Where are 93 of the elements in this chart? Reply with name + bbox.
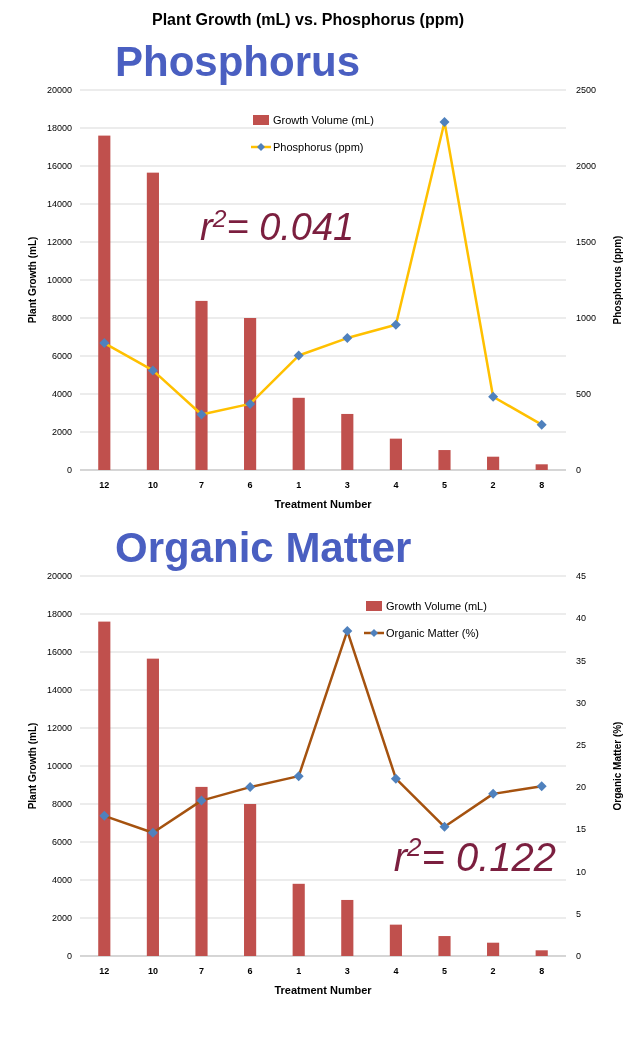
x-tick-label: 12 — [99, 966, 110, 976]
y-tick-label: 20000 — [46, 85, 72, 96]
y-tick-label: 8000 — [51, 313, 72, 324]
y-tick-label: 16000 — [46, 647, 72, 658]
x-tick-label: 10 — [147, 966, 158, 976]
bar — [535, 464, 548, 470]
y2-tick-label: 1000 — [576, 313, 597, 324]
x-tick-label: 5 — [441, 966, 448, 976]
y-tick-label: 20000 — [46, 571, 72, 582]
bar — [341, 899, 354, 956]
y2-tick-label: 0 — [576, 951, 582, 962]
y2-axis-title: Organic Matter (%) — [612, 721, 623, 811]
legend-label: Growth Volume (mL) — [386, 599, 487, 612]
bar — [535, 950, 548, 956]
bar — [389, 924, 402, 956]
y-tick-label: 14000 — [46, 199, 72, 210]
y-tick-label: 16000 — [46, 161, 72, 172]
bar — [438, 450, 451, 470]
x-tick-label: 2 — [490, 966, 496, 976]
y-tick-label: 2000 — [51, 913, 72, 924]
x-tick-label: 3 — [344, 480, 350, 490]
chart-subtitle: Organic Matter — [115, 524, 412, 571]
y2-tick-label: 500 — [576, 389, 592, 400]
y-tick-label: 12000 — [46, 723, 72, 734]
y2-tick-label: 0 — [576, 465, 582, 476]
bar — [438, 936, 451, 956]
bar — [146, 658, 159, 956]
annotation: r$^{2}$= 0.041 — [200, 204, 355, 248]
x-axis-title: Treatment Number — [274, 984, 373, 996]
chart-title: Plant Growth (mL) vs. Phosphorus (ppm) — [152, 11, 464, 28]
x-tick-label: 2 — [490, 480, 496, 490]
bar — [146, 172, 159, 470]
bar — [98, 621, 111, 956]
legend-label: Growth Volume (mL) — [273, 113, 374, 126]
legend-label: Organic Matter (%) — [386, 626, 479, 639]
y-axis-title: Plant Growth (mL) — [27, 236, 38, 324]
x-tick-label: 7 — [198, 966, 205, 976]
y2-tick-label: 2000 — [576, 161, 597, 172]
y2-tick-label: 45 — [576, 571, 587, 582]
y-axis-title: Plant Growth (mL) — [27, 722, 38, 810]
bar — [292, 397, 305, 470]
y-tick-label: 2000 — [51, 427, 72, 438]
y-tick-label: 18000 — [46, 609, 72, 620]
y2-tick-label: 20 — [576, 782, 587, 793]
y-tick-label: 0 — [66, 951, 72, 962]
chart-subtitle: Phosphorus — [115, 38, 361, 85]
y-tick-label: 10000 — [46, 275, 72, 286]
y-tick-label: 8000 — [51, 799, 72, 810]
x-tick-label: 8 — [539, 966, 545, 976]
bar — [244, 804, 257, 956]
y2-axis-title: Phosphorus (ppm) — [612, 235, 623, 325]
x-tick-label: 1 — [296, 480, 302, 490]
bar — [195, 300, 208, 470]
y2-tick-label: 25 — [576, 740, 587, 751]
y2-tick-label: 10 — [576, 866, 587, 877]
bar — [195, 786, 208, 956]
bar — [244, 318, 257, 470]
bar — [341, 413, 354, 470]
y2-tick-label: 35 — [576, 655, 587, 666]
y-tick-label: 6000 — [51, 351, 72, 362]
x-tick-label: 3 — [344, 966, 350, 976]
y-tick-label: 18000 — [46, 123, 72, 134]
y2-tick-label: 30 — [576, 697, 587, 708]
y-tick-label: 4000 — [51, 389, 72, 400]
y-tick-label: 14000 — [46, 685, 72, 696]
x-tick-label: 1 — [296, 966, 302, 976]
y2-tick-label: 5 — [576, 908, 582, 919]
y2-tick-label: 40 — [576, 613, 587, 624]
bar — [98, 135, 111, 470]
y-tick-label: 6000 — [51, 837, 72, 848]
bar — [292, 883, 305, 956]
y2-tick-label: 2500 — [576, 85, 597, 96]
x-tick-label: 4 — [393, 966, 399, 976]
x-tick-label: 4 — [393, 480, 399, 490]
annotation: r$^{2}$= 0.122 — [393, 832, 556, 879]
x-tick-label: 8 — [539, 480, 545, 490]
x-tick-label: 12 — [99, 480, 110, 490]
bar — [487, 456, 500, 470]
y-tick-label: 10000 — [46, 761, 72, 772]
y-tick-label: 0 — [66, 465, 72, 476]
y2-tick-label: 1500 — [576, 237, 597, 248]
x-tick-label: 10 — [147, 480, 158, 490]
legend-label: Phosphorus (ppm) — [273, 140, 364, 153]
x-tick-label: 6 — [247, 966, 253, 976]
x-tick-label: 7 — [198, 480, 205, 490]
bar — [487, 942, 500, 956]
x-tick-label: 6 — [247, 480, 253, 490]
y-tick-label: 4000 — [51, 875, 72, 886]
x-tick-label: 5 — [441, 480, 448, 490]
bar — [389, 438, 402, 470]
y-tick-label: 12000 — [46, 237, 72, 248]
y2-tick-label: 15 — [576, 824, 587, 835]
x-axis-title: Treatment Number — [274, 498, 373, 510]
